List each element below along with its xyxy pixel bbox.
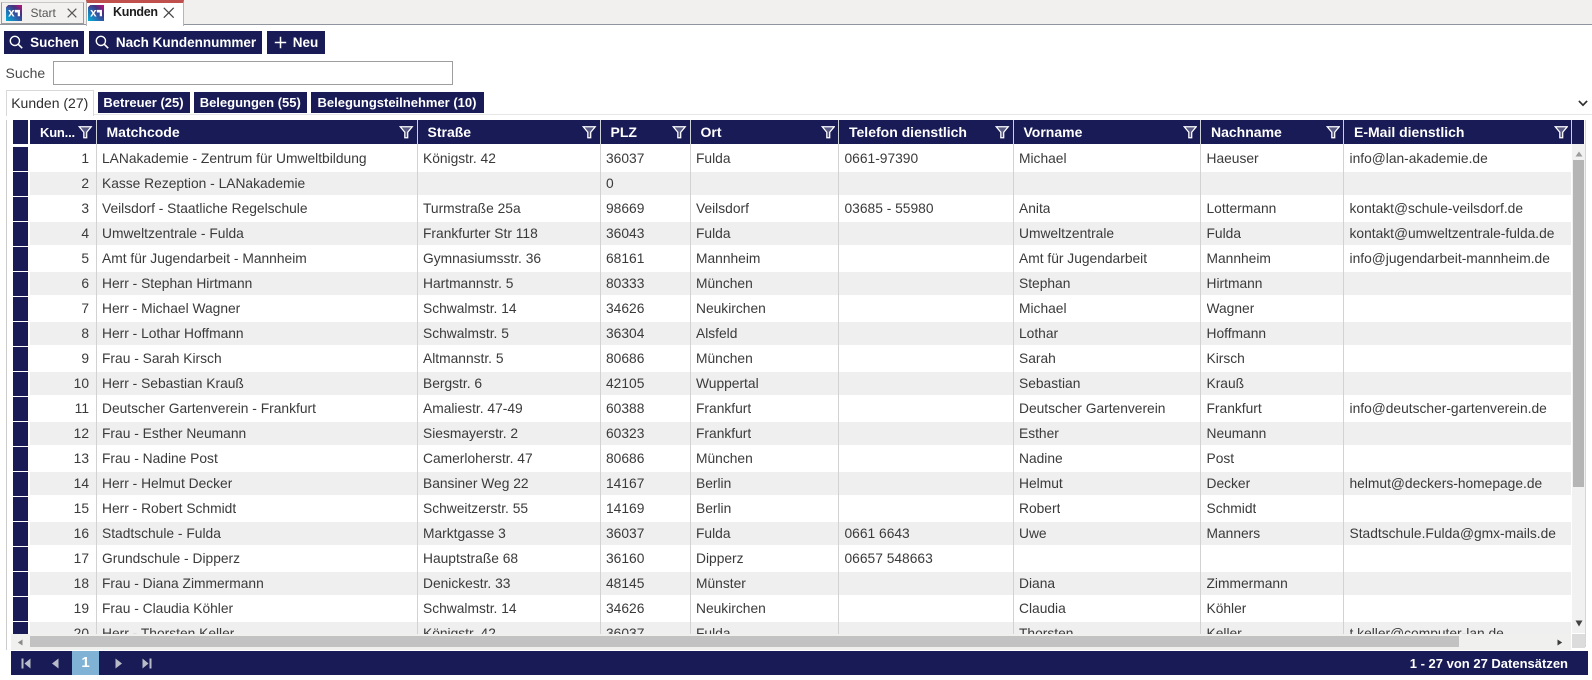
svg-text:x: x xyxy=(90,6,97,19)
svg-text:x: x xyxy=(8,6,15,19)
